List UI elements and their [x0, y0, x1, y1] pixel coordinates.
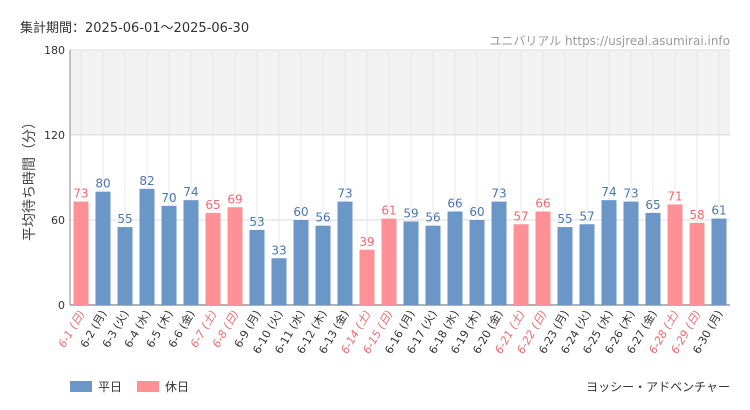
bar — [227, 207, 243, 305]
bar — [557, 227, 573, 305]
legend-weekday: 平日 — [70, 378, 122, 395]
legend-holiday: 休日 — [137, 378, 189, 395]
data-label: 70 — [161, 191, 176, 205]
data-label: 57 — [513, 209, 528, 223]
data-label: 65 — [205, 198, 220, 212]
bar — [491, 201, 507, 305]
data-label: 73 — [491, 187, 506, 201]
bar — [667, 204, 683, 305]
bar — [117, 227, 133, 305]
y-tick-label: 180 — [44, 44, 65, 57]
bar — [183, 200, 199, 305]
bars — [73, 188, 727, 305]
data-label: 74 — [601, 185, 616, 199]
bar — [447, 211, 463, 305]
bar — [95, 191, 111, 305]
bar — [645, 212, 661, 305]
bar — [205, 212, 221, 305]
data-label: 55 — [117, 212, 132, 226]
data-label: 59 — [403, 206, 418, 220]
legend-weekday-swatch — [70, 381, 92, 392]
data-label: 55 — [557, 212, 572, 226]
data-labels: 73 80 55 82 70 74 65 69 53 33 60 56 73 39 61 59 56 66 60 73… — [73, 174, 726, 257]
data-label: 57 — [579, 209, 594, 223]
bar — [403, 221, 419, 305]
y-tick-label: 120 — [44, 129, 65, 142]
bar — [469, 220, 485, 305]
legend-holiday-swatch — [137, 381, 159, 392]
data-label: 82 — [139, 174, 154, 188]
bar — [381, 218, 397, 305]
bar — [271, 258, 287, 305]
data-label: 56 — [315, 211, 330, 225]
grid — [70, 49, 730, 306]
bar — [579, 224, 595, 305]
data-label: 61 — [381, 204, 396, 218]
data-label: 69 — [227, 192, 242, 206]
bar — [623, 201, 639, 305]
shaded-band — [70, 50, 730, 135]
bar — [139, 188, 155, 305]
data-label: 56 — [425, 211, 440, 225]
bar — [161, 205, 177, 305]
legend-weekday-label: 平日 — [98, 380, 123, 394]
data-label: 80 — [95, 177, 110, 191]
bar — [711, 218, 727, 305]
period-label: 集計期間：2025-06-01～2025-06-30 — [20, 21, 250, 36]
bar — [535, 211, 551, 305]
data-label: 74 — [183, 185, 198, 199]
y-tick-label: 0 — [58, 299, 65, 312]
bar — [513, 224, 529, 305]
data-label: 60 — [293, 205, 308, 219]
data-label: 39 — [359, 235, 374, 249]
data-label: 53 — [249, 215, 264, 229]
bar — [315, 225, 331, 305]
data-label: 66 — [535, 197, 550, 211]
bar — [73, 201, 89, 305]
data-label: 73 — [623, 187, 638, 201]
data-label: 58 — [689, 208, 704, 222]
data-label: 61 — [711, 204, 726, 218]
author-credit: ヨッシー・アドベンチャー — [586, 380, 730, 394]
bar — [359, 249, 375, 305]
site-label: ユニバリアル https://usjreal.asumirai.info — [489, 34, 730, 48]
data-label: 33 — [271, 243, 286, 257]
bar — [249, 229, 265, 305]
bar — [337, 201, 353, 305]
data-label: 71 — [667, 189, 682, 203]
legend-holiday-label: 休日 — [165, 380, 190, 394]
bar — [293, 220, 309, 305]
data-label: 60 — [469, 205, 484, 219]
data-label: 73 — [73, 187, 88, 201]
data-label: 65 — [645, 198, 660, 212]
bar — [425, 225, 441, 305]
y-tick-label: 60 — [51, 214, 65, 227]
bar — [601, 200, 617, 305]
y-axis-title: 平均待ち時間（分） — [22, 115, 38, 241]
data-label: 73 — [337, 187, 352, 201]
data-label: 66 — [447, 197, 462, 211]
bar — [689, 222, 705, 305]
